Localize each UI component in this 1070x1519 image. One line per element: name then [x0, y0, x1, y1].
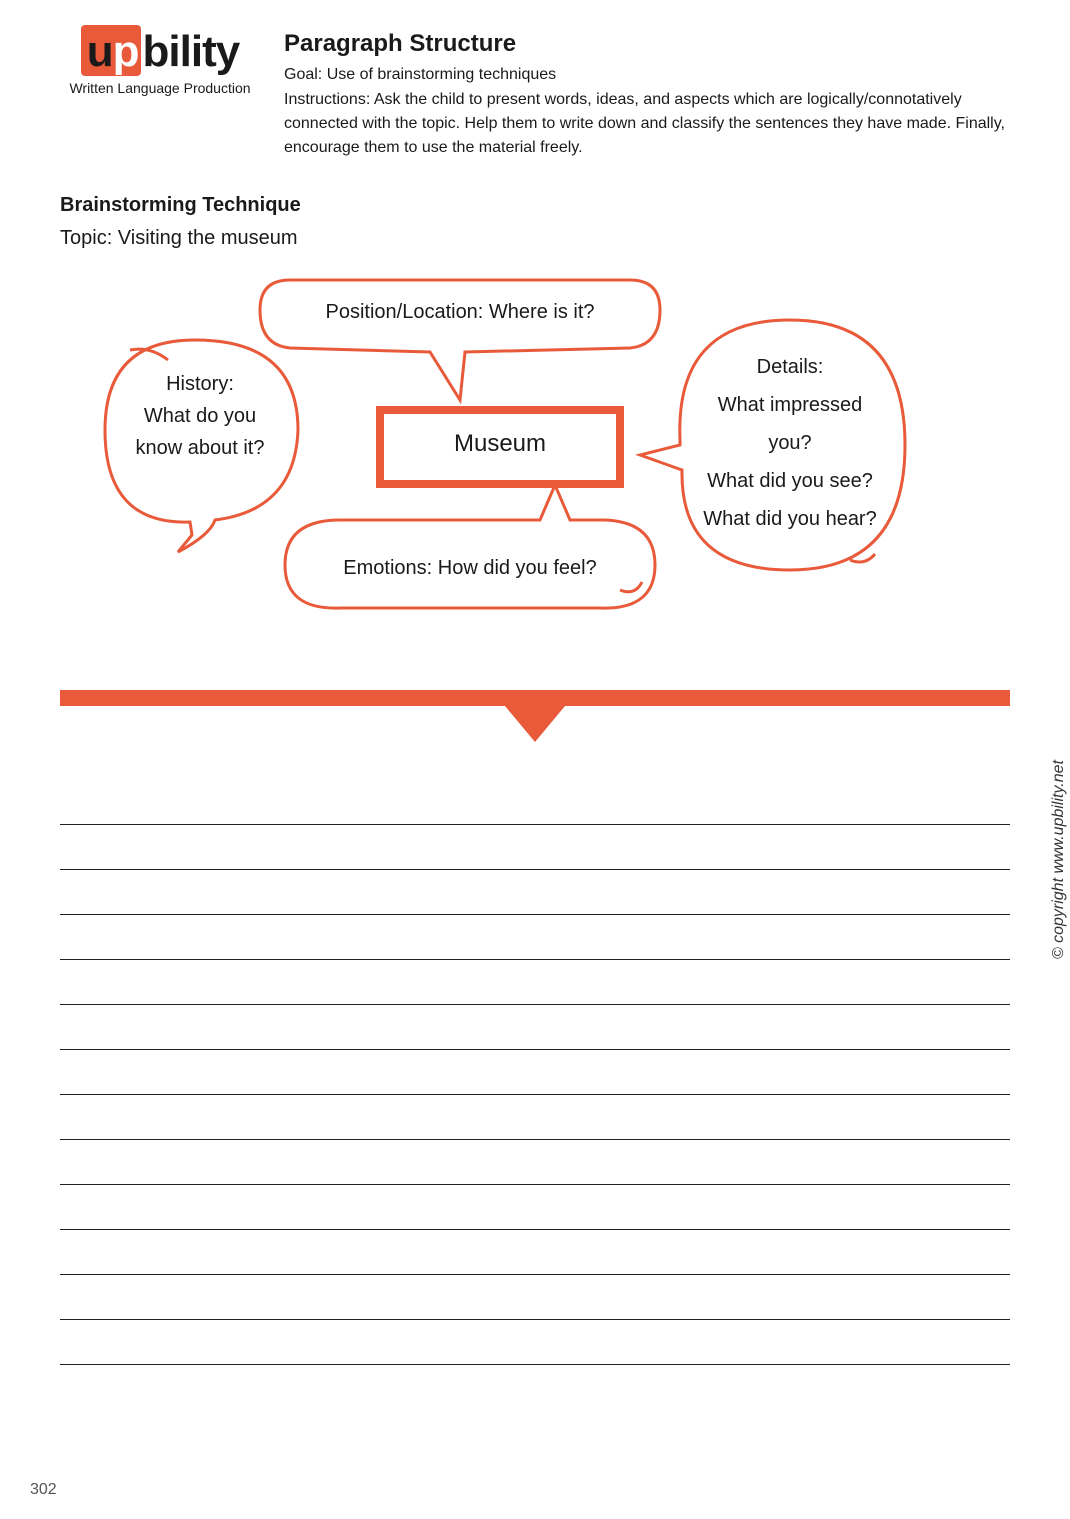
center-label: Museum: [380, 430, 620, 458]
logo: upbility: [60, 30, 260, 74]
writing-line: [60, 1050, 1010, 1095]
writing-line: [60, 915, 1010, 960]
bubble-emotions: [285, 485, 655, 608]
subheading: Brainstorming Technique: [60, 194, 1010, 217]
separator-bar: [60, 690, 1010, 706]
writing-line: [60, 960, 1010, 1005]
logo-prefix: up: [81, 25, 141, 76]
bubble-details-label: Details: What impressed you? What did yo…: [680, 348, 900, 538]
bubble-emotions-label: Emotions: How did you feel?: [310, 552, 630, 584]
writing-line: [60, 1230, 1010, 1275]
bubble-history-label: History: What do you know about it?: [115, 368, 285, 464]
bubble-position-label: Position/Location: Where is it?: [280, 296, 640, 328]
copyright-text: © copyright www.upbility.net: [1050, 760, 1068, 959]
brainstorm-diagram: Position/Location: Where is it? History:…: [60, 260, 1010, 690]
logo-suffix: bility: [141, 27, 240, 76]
writing-line: [60, 1095, 1010, 1140]
page-title: Paragraph Structure: [284, 30, 1010, 58]
separator: [60, 690, 1010, 750]
writing-lines: [60, 780, 1010, 1365]
header: upbility Written Language Production Par…: [60, 30, 1010, 160]
writing-line: [60, 1320, 1010, 1365]
page-number: 302: [30, 1481, 57, 1499]
logo-p: p: [113, 27, 139, 76]
writing-line: [60, 780, 1010, 825]
writing-line: [60, 1185, 1010, 1230]
writing-line: [60, 870, 1010, 915]
instructions-text: Instructions: Ask the child to present w…: [284, 88, 1010, 160]
goal-text: Goal: Use of brainstorming techniques: [284, 66, 1010, 84]
writing-line: [60, 1005, 1010, 1050]
logo-u: u: [87, 27, 113, 76]
writing-line: [60, 825, 1010, 870]
writing-line: [60, 1275, 1010, 1320]
title-block: Paragraph Structure Goal: Use of brainst…: [284, 30, 1010, 160]
writing-line: [60, 1140, 1010, 1185]
logo-subtitle: Written Language Production: [60, 80, 260, 96]
separator-arrow-icon: [505, 706, 565, 742]
topic-text: Topic: Visiting the museum: [60, 227, 1010, 250]
worksheet-page: upbility Written Language Production Par…: [0, 0, 1070, 1519]
logo-block: upbility Written Language Production: [60, 30, 260, 160]
